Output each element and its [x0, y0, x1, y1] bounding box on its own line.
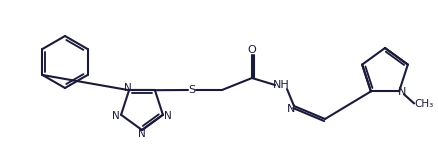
- Text: N: N: [397, 87, 405, 97]
- Text: CH₃: CH₃: [413, 99, 433, 109]
- Text: NH: NH: [272, 80, 289, 90]
- Text: N: N: [112, 111, 120, 121]
- Text: N: N: [164, 111, 171, 121]
- Text: O: O: [247, 45, 256, 55]
- Text: N: N: [124, 83, 132, 93]
- Text: S: S: [188, 85, 195, 95]
- Text: N: N: [138, 129, 145, 139]
- Text: N: N: [286, 104, 294, 114]
